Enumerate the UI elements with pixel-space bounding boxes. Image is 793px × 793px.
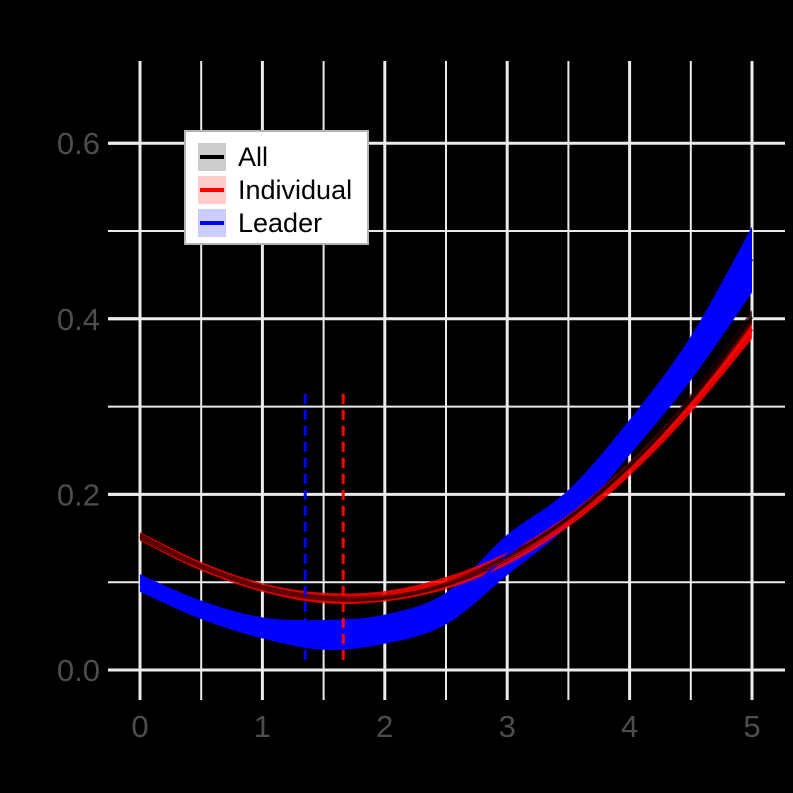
y-tick-label: 0.6 xyxy=(57,126,100,161)
legend-key-leader xyxy=(198,209,226,237)
x-tick-label: 2 xyxy=(376,709,393,744)
legend-key-all xyxy=(198,143,226,171)
line-leader xyxy=(139,258,754,637)
legend-label-individual: Individual xyxy=(238,175,353,205)
series-lines xyxy=(139,258,754,637)
y-tick-label: 0.2 xyxy=(57,477,100,512)
axis-ticks: 0.0 0.2 0.4 0.6 0 1 2 3 4 5 xyxy=(57,126,761,744)
x-tick-label: 5 xyxy=(743,709,760,744)
x-tick-label: 0 xyxy=(131,709,148,744)
x-tick-label: 1 xyxy=(254,709,271,744)
threshold-lines xyxy=(303,393,345,662)
legend-item-leader: Leader xyxy=(198,208,322,238)
x-tick-label: 4 xyxy=(621,709,638,744)
legend-item-all: All xyxy=(198,142,268,172)
legend-label-all: All xyxy=(238,142,269,172)
legend-label-leader: Leader xyxy=(238,208,323,238)
line-all xyxy=(139,316,754,601)
x-tick-label: 3 xyxy=(499,709,516,744)
legend: All Individual Leader xyxy=(184,130,369,245)
y-tick-label: 0.4 xyxy=(57,302,100,337)
y-tick-label: 0.0 xyxy=(57,653,100,688)
legend-key-individual xyxy=(198,176,226,204)
legend-item-individual: Individual xyxy=(198,175,352,205)
